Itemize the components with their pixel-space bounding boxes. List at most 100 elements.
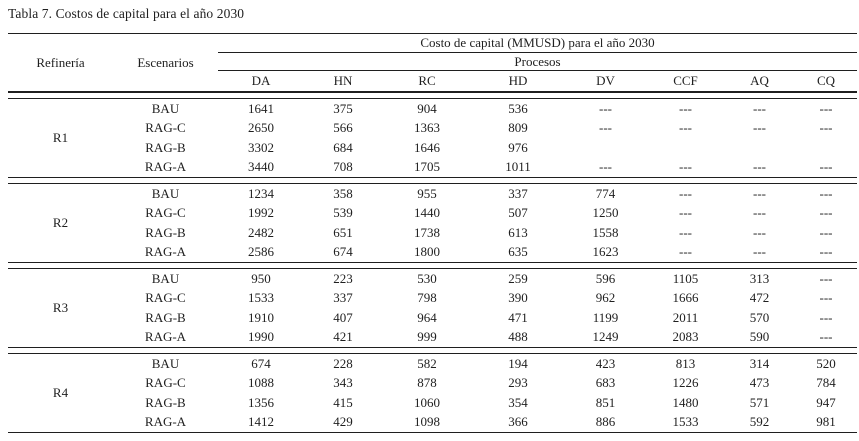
table-cell: 530 xyxy=(417,270,437,286)
table-cell: --- xyxy=(679,100,692,116)
table-cell: --- xyxy=(819,270,833,286)
table-cell: 964 xyxy=(417,309,437,325)
table-body: R1 BAU 1641 375 904 536 --- --- --- --- RAG-C 2650 5… xyxy=(8,99,857,432)
table-cell: 1412 xyxy=(248,414,274,430)
scenario-label: RAG-C xyxy=(145,205,186,221)
table-cell: 1558 xyxy=(592,224,619,240)
table-cell: --- xyxy=(599,120,612,136)
table-cell: 2083 xyxy=(672,329,699,345)
table-cell: 962 xyxy=(595,290,616,306)
table-cell: 471 xyxy=(508,309,528,325)
table-cell: 407 xyxy=(333,309,353,325)
scenario-label: RAG-A xyxy=(144,329,187,345)
table-cell: 429 xyxy=(333,414,353,430)
table-cell: 2482 xyxy=(248,224,274,240)
table-bottom-rule xyxy=(8,432,857,433)
table-cell: 613 xyxy=(508,224,528,240)
table-cell: 366 xyxy=(508,414,528,430)
table-cell: --- xyxy=(819,290,833,306)
table-cell: 423 xyxy=(595,355,616,371)
table-cell: 390 xyxy=(508,290,528,306)
table-cell: 570 xyxy=(749,309,770,325)
table-cell: 708 xyxy=(333,159,353,175)
table-cell: 976 xyxy=(508,139,528,155)
table-cell: 539 xyxy=(333,205,353,221)
scenario-label: RAG-C xyxy=(145,120,186,136)
table-cell: 1533 xyxy=(248,290,274,306)
table-cell: 1356 xyxy=(248,394,274,410)
table-cell: --- xyxy=(599,159,612,175)
refinery-block-r4: R4 BAU 674 228 582 194 423 813 314 520 RAG-C 1088 34… xyxy=(8,354,857,432)
table-cell: --- xyxy=(819,329,833,345)
table-cell: --- xyxy=(679,205,692,221)
table-cell: 1363 xyxy=(414,120,440,136)
table-cell: 813 xyxy=(675,355,696,371)
scenario-label: RAG-B xyxy=(145,309,186,325)
process-column-label-ccf: CCF xyxy=(673,73,698,88)
table-cell: 592 xyxy=(749,414,770,430)
table-cell: 228 xyxy=(333,355,353,371)
table-cell: 674 xyxy=(251,355,271,371)
scenario-label: RAG-A xyxy=(144,159,187,175)
process-column-label-hd: HD xyxy=(508,73,528,88)
refinery-label: R4 xyxy=(52,385,69,400)
table-cell: --- xyxy=(819,159,833,175)
block-separator-rule xyxy=(8,262,857,269)
table-cell: 337 xyxy=(508,185,528,201)
table-cell: 1250 xyxy=(592,205,619,221)
table-cell: 674 xyxy=(333,244,353,260)
table-cell: --- xyxy=(819,244,833,260)
table-cell: 293 xyxy=(508,375,528,391)
refinery-block-r2: R2 BAU 1234 358 955 337 774 --- --- --- RAG-C 1992 5… xyxy=(8,184,857,262)
table-cell: 1646 xyxy=(414,139,440,155)
table-cell: 1011 xyxy=(505,159,531,175)
table-cell: 878 xyxy=(417,375,437,391)
table-cell: 1990 xyxy=(248,329,274,345)
block-separator-rule xyxy=(8,347,857,354)
table-cell: --- xyxy=(753,120,766,136)
block-separator-rule xyxy=(8,177,857,184)
table-cell: 981 xyxy=(816,414,836,430)
table-cell: 1910 xyxy=(248,309,274,325)
scenario-label: RAG-B xyxy=(145,139,186,155)
table-cell: 314 xyxy=(749,355,770,371)
scenario-label: RAG-C xyxy=(145,375,186,391)
table-cell: --- xyxy=(753,224,766,240)
table-header: Refinería Escenarios Costo de capital (M… xyxy=(8,33,857,91)
process-group-header: Procesos xyxy=(218,53,857,71)
table-cell: 1705 xyxy=(414,159,440,175)
table-cell: 999 xyxy=(417,329,437,345)
table-cell: 520 xyxy=(816,355,836,371)
table-cell: 1088 xyxy=(248,375,274,391)
table-cell: 596 xyxy=(595,270,616,286)
table-cell: --- xyxy=(679,224,692,240)
table-cell xyxy=(724,138,795,158)
table-cell: 809 xyxy=(508,120,528,136)
table-cell: 473 xyxy=(749,375,770,391)
table-cell: 1800 xyxy=(414,244,440,260)
table-cell: 886 xyxy=(595,414,616,430)
table-cell: --- xyxy=(679,185,692,201)
refinery-block-r1: R1 BAU 1641 375 904 536 --- --- --- --- RAG-C 2650 5… xyxy=(8,99,857,177)
table-cell: 683 xyxy=(595,375,616,391)
table-cell: 955 xyxy=(417,185,437,201)
table-cell: --- xyxy=(753,185,766,201)
scenario-label: BAU xyxy=(151,355,180,371)
table-cell: --- xyxy=(753,100,766,116)
table-cell: --- xyxy=(679,159,692,175)
table-cell: 536 xyxy=(508,100,528,116)
table-cell: 3302 xyxy=(248,139,274,155)
table-cell: 3440 xyxy=(248,159,274,175)
process-column-label-rc: RC xyxy=(418,73,436,88)
table-cell: 1234 xyxy=(248,185,274,201)
table-cell: --- xyxy=(819,120,833,136)
table-cell: 259 xyxy=(508,270,528,286)
table-cell xyxy=(795,138,857,158)
table-cell: 684 xyxy=(333,139,353,155)
table-cell: 1060 xyxy=(414,394,440,410)
table-cell: 343 xyxy=(333,375,353,391)
header-double-rule xyxy=(8,91,857,99)
scenario-label: RAG-A xyxy=(144,414,187,430)
table-cell: 1992 xyxy=(248,205,274,221)
